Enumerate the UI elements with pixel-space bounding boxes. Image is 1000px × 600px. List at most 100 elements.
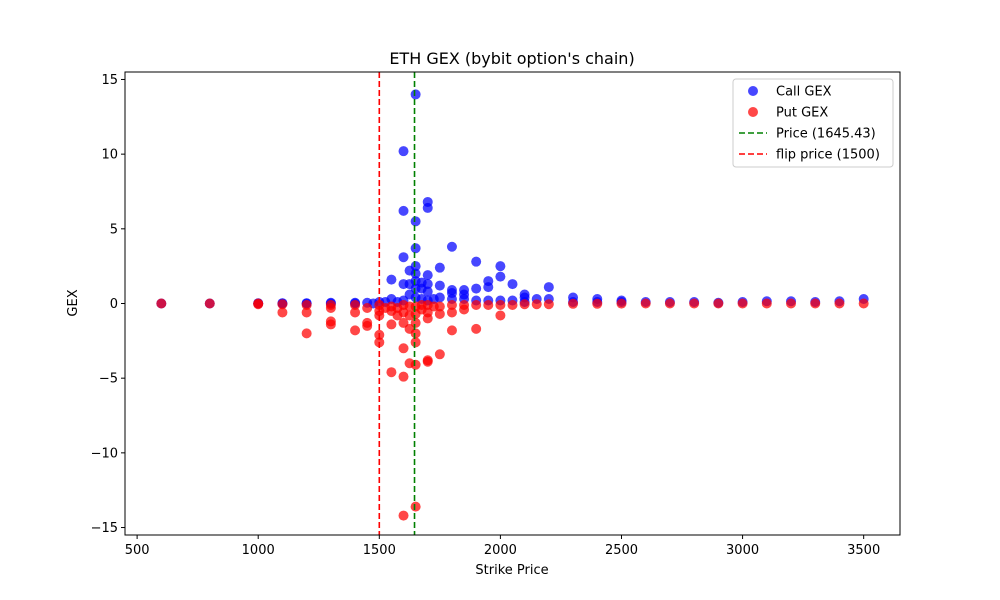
data-point: [737, 298, 748, 309]
data-point: [495, 261, 506, 272]
data-point: [156, 298, 167, 309]
data-point: [471, 299, 482, 310]
data-point: [398, 371, 409, 382]
legend-box: [732, 78, 894, 168]
data-point: [325, 302, 336, 313]
data-point: [410, 359, 421, 370]
x-tick-label: 2000: [484, 543, 517, 558]
y-tick-label: 0: [110, 297, 118, 312]
data-point: [459, 304, 470, 315]
x-tick-label: 3000: [726, 543, 759, 558]
y-tick-label: −5: [99, 372, 118, 387]
y-axis-label: GEX: [66, 289, 81, 316]
legend-label: Call GEX: [776, 85, 832, 100]
data-point: [398, 343, 409, 354]
y-tick-label: 10: [101, 148, 118, 163]
data-point: [446, 241, 457, 252]
data-point: [519, 299, 530, 310]
data-point: [858, 298, 869, 309]
x-axis-label: Strike Price: [475, 563, 548, 578]
data-point: [410, 317, 421, 328]
data-point: [301, 328, 312, 339]
data-point: [410, 89, 421, 100]
data-point: [350, 307, 361, 318]
data-point: [616, 298, 627, 309]
data-point: [495, 271, 506, 282]
data-point: [568, 298, 579, 309]
data-point: [446, 307, 457, 318]
legend-label: flip price (1500): [776, 148, 880, 163]
data-point: [761, 298, 772, 309]
data-point: [834, 298, 845, 309]
data-point: [689, 298, 700, 309]
data-point: [410, 268, 421, 279]
y-tick-label: −15: [91, 521, 118, 536]
y-axis: −15 −10 −5 0 5 10 15: [91, 73, 125, 536]
series-put-gex: [156, 298, 869, 521]
x-axis: 500 1000 1500 2000 2500 3000 3500: [125, 535, 880, 558]
x-tick-label: 1500: [363, 543, 396, 558]
chart-title: ETH GEX (bybit option's chain): [389, 49, 634, 68]
data-point: [471, 256, 482, 267]
data-point: [386, 367, 397, 378]
data-point: [422, 270, 433, 281]
data-point: [713, 298, 724, 309]
data-point: [277, 307, 288, 318]
data-point: [531, 299, 542, 310]
data-point: [543, 282, 554, 293]
data-point: [422, 279, 433, 290]
data-point: [362, 302, 373, 313]
data-point: [483, 299, 494, 310]
legend-marker: [748, 107, 758, 117]
data-point: [410, 337, 421, 348]
x-tick-label: 1000: [242, 543, 275, 558]
data-point: [398, 205, 409, 216]
data-point: [422, 356, 433, 367]
data-point: [495, 310, 506, 321]
data-point: [410, 261, 421, 272]
data-point: [350, 325, 361, 336]
data-point: [301, 307, 312, 318]
data-point: [204, 298, 215, 309]
data-point: [386, 319, 397, 330]
data-point: [301, 299, 312, 310]
legend-label: Put GEX: [776, 106, 828, 121]
data-point: [507, 279, 518, 290]
data-point: [277, 299, 288, 310]
legend-marker: [748, 86, 758, 96]
y-tick-label: 5: [110, 222, 118, 237]
data-point: [434, 308, 445, 319]
data-point: [786, 298, 797, 309]
plot-area: [124, 71, 901, 536]
y-tick-label: −10: [91, 446, 118, 461]
data-point: [471, 283, 482, 294]
data-point: [592, 298, 603, 309]
data-point: [640, 298, 651, 309]
data-point: [543, 299, 554, 310]
data-point: [422, 286, 433, 297]
data-point: [434, 292, 445, 303]
data-point: [422, 196, 433, 207]
data-point: [507, 299, 518, 310]
data-point: [350, 299, 361, 310]
data-point: [446, 325, 457, 336]
data-point: [664, 298, 675, 309]
data-point: [446, 299, 457, 310]
data-point: [434, 262, 445, 273]
data-point: [434, 349, 445, 360]
data-point: [410, 216, 421, 227]
data-point: [422, 313, 433, 324]
data-point: [410, 501, 421, 512]
y-tick-label: 15: [101, 73, 118, 88]
data-point: [398, 252, 409, 263]
data-point: [410, 328, 421, 339]
data-point: [253, 299, 264, 310]
data-point: [434, 280, 445, 291]
data-point: [519, 289, 530, 300]
x-tick-label: 2500: [605, 543, 638, 558]
data-point: [398, 510, 409, 521]
data-point: [810, 298, 821, 309]
data-point: [483, 276, 494, 287]
x-tick-label: 500: [125, 543, 150, 558]
